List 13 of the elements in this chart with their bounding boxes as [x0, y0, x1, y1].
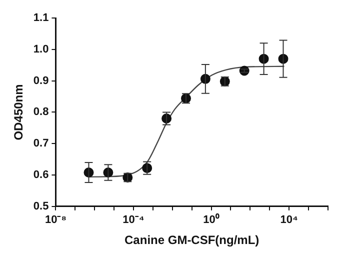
x-tick-label: 10⁻⁸ [44, 214, 66, 226]
x-tick-label: 10⁰ [203, 213, 220, 226]
y-tick-label: 0.8 [33, 106, 49, 118]
y-tick-label: 0.5 [33, 200, 49, 212]
y-axis-title: OD450nm [12, 84, 26, 140]
x-tick-label: 10⁴ [280, 214, 298, 226]
y-tick-label: 1.0 [33, 43, 49, 56]
x-tick-label: 10⁻⁴ [122, 214, 144, 226]
y-tick-label: 0.6 [33, 169, 49, 182]
y-tick-label: 1.1 [33, 12, 49, 24]
x-axis-title: Canine GM-CSF(ng/mL) [124, 233, 260, 248]
y-tick-label: 0.7 [33, 138, 49, 150]
y-tick-label: 0.9 [33, 74, 49, 87]
